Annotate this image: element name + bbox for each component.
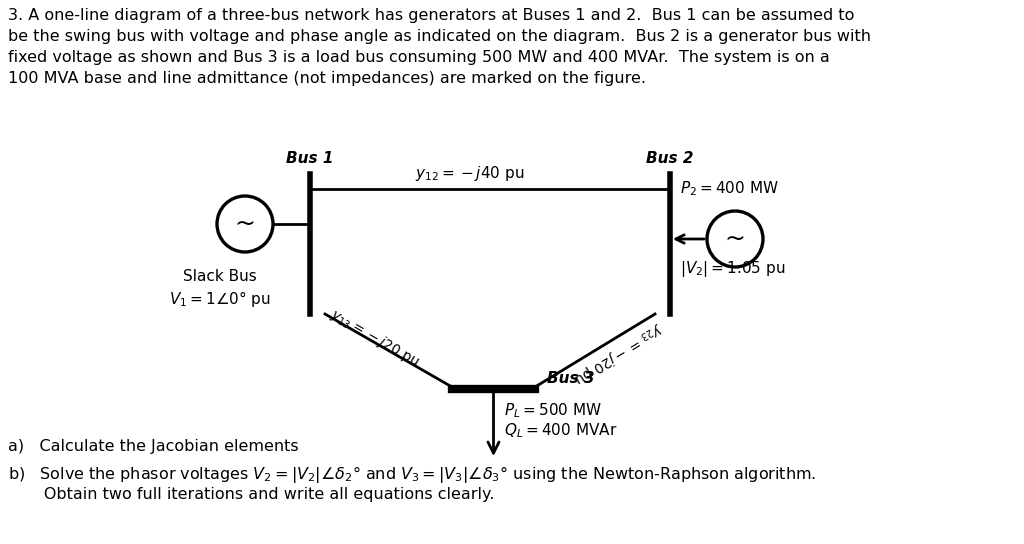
Text: a)   Calculate the Jacobian elements: a) Calculate the Jacobian elements (8, 439, 299, 454)
Text: $P_L = 500$ MW: $P_L = 500$ MW (504, 401, 601, 420)
Text: Slack Bus: Slack Bus (183, 269, 257, 284)
Text: $P_2 = 400$ MW: $P_2 = 400$ MW (680, 179, 779, 197)
Text: $y_{13} = -j20$ pu: $y_{13} = -j20$ pu (328, 305, 423, 370)
Text: $|V_2| = 1.05$ pu: $|V_2| = 1.05$ pu (680, 259, 785, 279)
Text: 3. A one-line diagram of a three-bus network has generators at Buses 1 and 2.  B: 3. A one-line diagram of a three-bus net… (8, 8, 854, 23)
Text: $Q_L = 400$ MVAr: $Q_L = 400$ MVAr (504, 421, 616, 440)
Text: Bus 1: Bus 1 (287, 151, 334, 166)
Text: $V_1 = 1\angle 0\degree$ pu: $V_1 = 1\angle 0\degree$ pu (169, 289, 271, 309)
Text: fixed voltage as shown and Bus 3 is a load bus consuming 500 MW and 400 MVAr.  T: fixed voltage as shown and Bus 3 is a lo… (8, 50, 829, 65)
Text: $y_{23} = -j20$ pu: $y_{23} = -j20$ pu (570, 320, 665, 387)
Text: ~: ~ (234, 212, 255, 236)
Text: Bus 3: Bus 3 (547, 371, 595, 386)
Text: be the swing bus with voltage and phase angle as indicated on the diagram.  Bus : be the swing bus with voltage and phase … (8, 29, 871, 44)
Text: $y_{12} = -j40$ pu: $y_{12} = -j40$ pu (416, 164, 524, 183)
Text: Obtain two full iterations and write all equations clearly.: Obtain two full iterations and write all… (8, 487, 495, 502)
Text: b)   Solve the phasor voltages $V_2 = |V_2|\angle\delta_2\degree$ and $V_3 = |V_: b) Solve the phasor voltages $V_2 = |V_2… (8, 464, 816, 485)
Text: 100 MVA base and line admittance (not impedances) are marked on the figure.: 100 MVA base and line admittance (not im… (8, 71, 646, 86)
Text: Bus 2: Bus 2 (646, 151, 693, 166)
Text: ~: ~ (725, 227, 745, 251)
